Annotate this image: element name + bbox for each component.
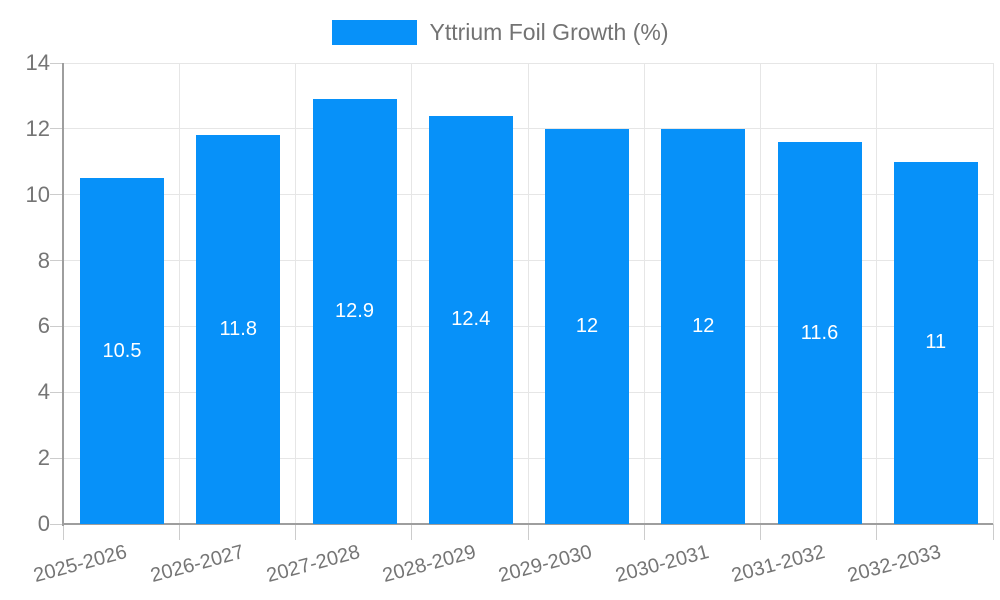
bar[interactable]: 11.6 [777, 142, 862, 524]
x-axis-tick [62, 524, 64, 540]
x-axis-tick [760, 524, 761, 540]
y-axis-tick [50, 325, 63, 327]
x-axis-tick [178, 524, 180, 540]
gridline-vertical [178, 63, 180, 524]
bar[interactable]: 10.5 [80, 178, 164, 524]
gridline-vertical [527, 63, 529, 524]
bar-value-label: 11.6 [800, 321, 839, 344]
x-axis-category-label: 2030-2031 [612, 541, 712, 588]
y-axis-tick-label: 2 [37, 445, 50, 471]
y-axis-tick [50, 260, 63, 262]
x-axis-tick [643, 524, 645, 540]
gridline-vertical [643, 63, 645, 524]
bar-value-label: 10.5 [102, 339, 142, 362]
bar[interactable]: 12 [545, 128, 629, 524]
y-axis-tick-label: 0 [37, 511, 50, 536]
y-axis-tick [50, 391, 63, 393]
x-axis-category-label: 2027-2028 [264, 541, 363, 588]
x-axis-tick [411, 524, 413, 540]
bar-value-label: 12.4 [451, 308, 491, 331]
gridline-vertical [876, 63, 878, 524]
gridline-vertical [992, 63, 994, 524]
x-axis-category-label: 2028-2029 [380, 541, 479, 588]
bar[interactable]: 11.8 [196, 135, 281, 524]
legend-swatch [331, 20, 417, 45]
x-axis-category-label: 2029-2030 [496, 541, 595, 588]
y-axis-tick-label: 14 [25, 50, 50, 75]
legend-label: Yttrium Foil Growth (%) [429, 19, 669, 45]
x-axis-tick [295, 524, 296, 540]
y-axis-tick [50, 457, 63, 459]
x-axis-category-label: 2032-2033 [845, 541, 944, 588]
y-axis-tick [50, 128, 63, 130]
y-axis-tick-label: 12 [25, 115, 50, 141]
bar-value-label: 12.9 [335, 300, 374, 323]
x-axis-category-label: 2031-2032 [729, 541, 828, 588]
y-axis-line [62, 63, 64, 526]
bar-value-label: 11.8 [219, 318, 257, 341]
bar[interactable]: 11 [893, 161, 978, 524]
bar[interactable]: 12.9 [312, 99, 397, 524]
y-axis-tick-label: 6 [37, 313, 50, 339]
legend[interactable]: Yttrium Foil Growth (%) [0, 19, 1000, 46]
bar-value-label: 11 [925, 331, 947, 354]
bar-value-label: 12 [692, 314, 715, 337]
gridline-vertical [411, 63, 413, 524]
x-axis-tick [527, 524, 529, 540]
y-axis-tick [50, 62, 63, 64]
x-axis-tick [876, 524, 878, 540]
y-axis-tick-label: 4 [37, 379, 50, 405]
y-axis-tick-label: 8 [37, 247, 50, 273]
y-axis-tick [50, 523, 63, 525]
gridline-vertical [760, 63, 761, 524]
bar[interactable]: 12.4 [428, 115, 513, 524]
y-axis-tick-label: 10 [25, 181, 50, 207]
x-axis-category-label: 2025-2026 [31, 541, 130, 588]
x-axis-line [63, 523, 993, 525]
gridline-vertical [295, 63, 296, 524]
y-axis-tick [50, 194, 63, 196]
x-axis-tick [992, 524, 994, 540]
x-axis-category-label: 2026-2027 [147, 541, 247, 588]
bar-value-label: 12 [575, 314, 599, 337]
bar[interactable]: 12 [661, 128, 746, 524]
